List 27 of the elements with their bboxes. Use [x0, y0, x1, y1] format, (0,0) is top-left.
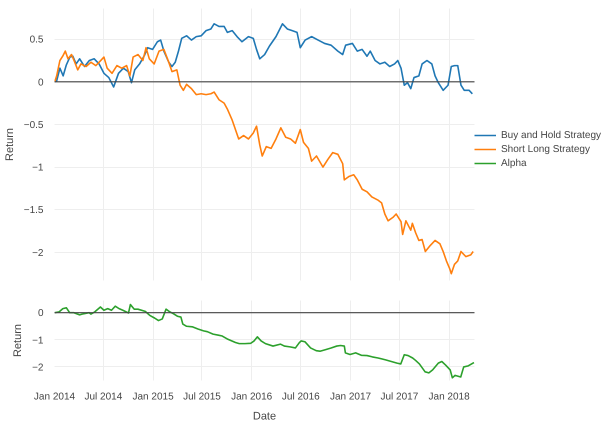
x-tick-label: Jul 2014	[84, 392, 123, 402]
x-axis-title: Date	[252, 410, 276, 422]
legend-label: Buy and Hold Strategy	[501, 128, 602, 142]
y-tick-label: 0	[38, 77, 44, 88]
x-tick-label: Jan 2016	[231, 392, 273, 402]
legend-label: Short Long Strategy	[501, 142, 590, 156]
y-tick-label: −2	[32, 248, 44, 259]
line-series	[54, 46, 474, 274]
y-axis-title: Return	[12, 324, 24, 358]
line-series	[54, 23, 474, 95]
x-tick-label: Jan 2014	[34, 392, 76, 402]
y-tick-label: −1.5	[24, 205, 44, 216]
y-tick-label: −1	[32, 162, 44, 174]
line-series	[54, 304, 474, 379]
x-tick-label: Jul 2016	[282, 392, 320, 402]
legend-label: Alpha	[501, 156, 527, 170]
x-tick-label: Jan 2015	[132, 392, 174, 402]
y-tick-label: 0.5	[30, 34, 44, 46]
y-tick-label: −2	[32, 362, 44, 374]
y-tick-label: −1	[32, 335, 44, 346]
y-axis-title: Return	[4, 128, 16, 162]
y-tick-label: −0.5	[24, 120, 44, 131]
x-tick-label: Jan 2018	[428, 392, 470, 402]
y-tick-label: 0	[38, 308, 44, 320]
x-tick-label: Jan 2017	[330, 392, 372, 402]
x-tick-label: Jul 2017	[380, 392, 419, 402]
x-tick-label: Jul 2015	[183, 392, 222, 402]
